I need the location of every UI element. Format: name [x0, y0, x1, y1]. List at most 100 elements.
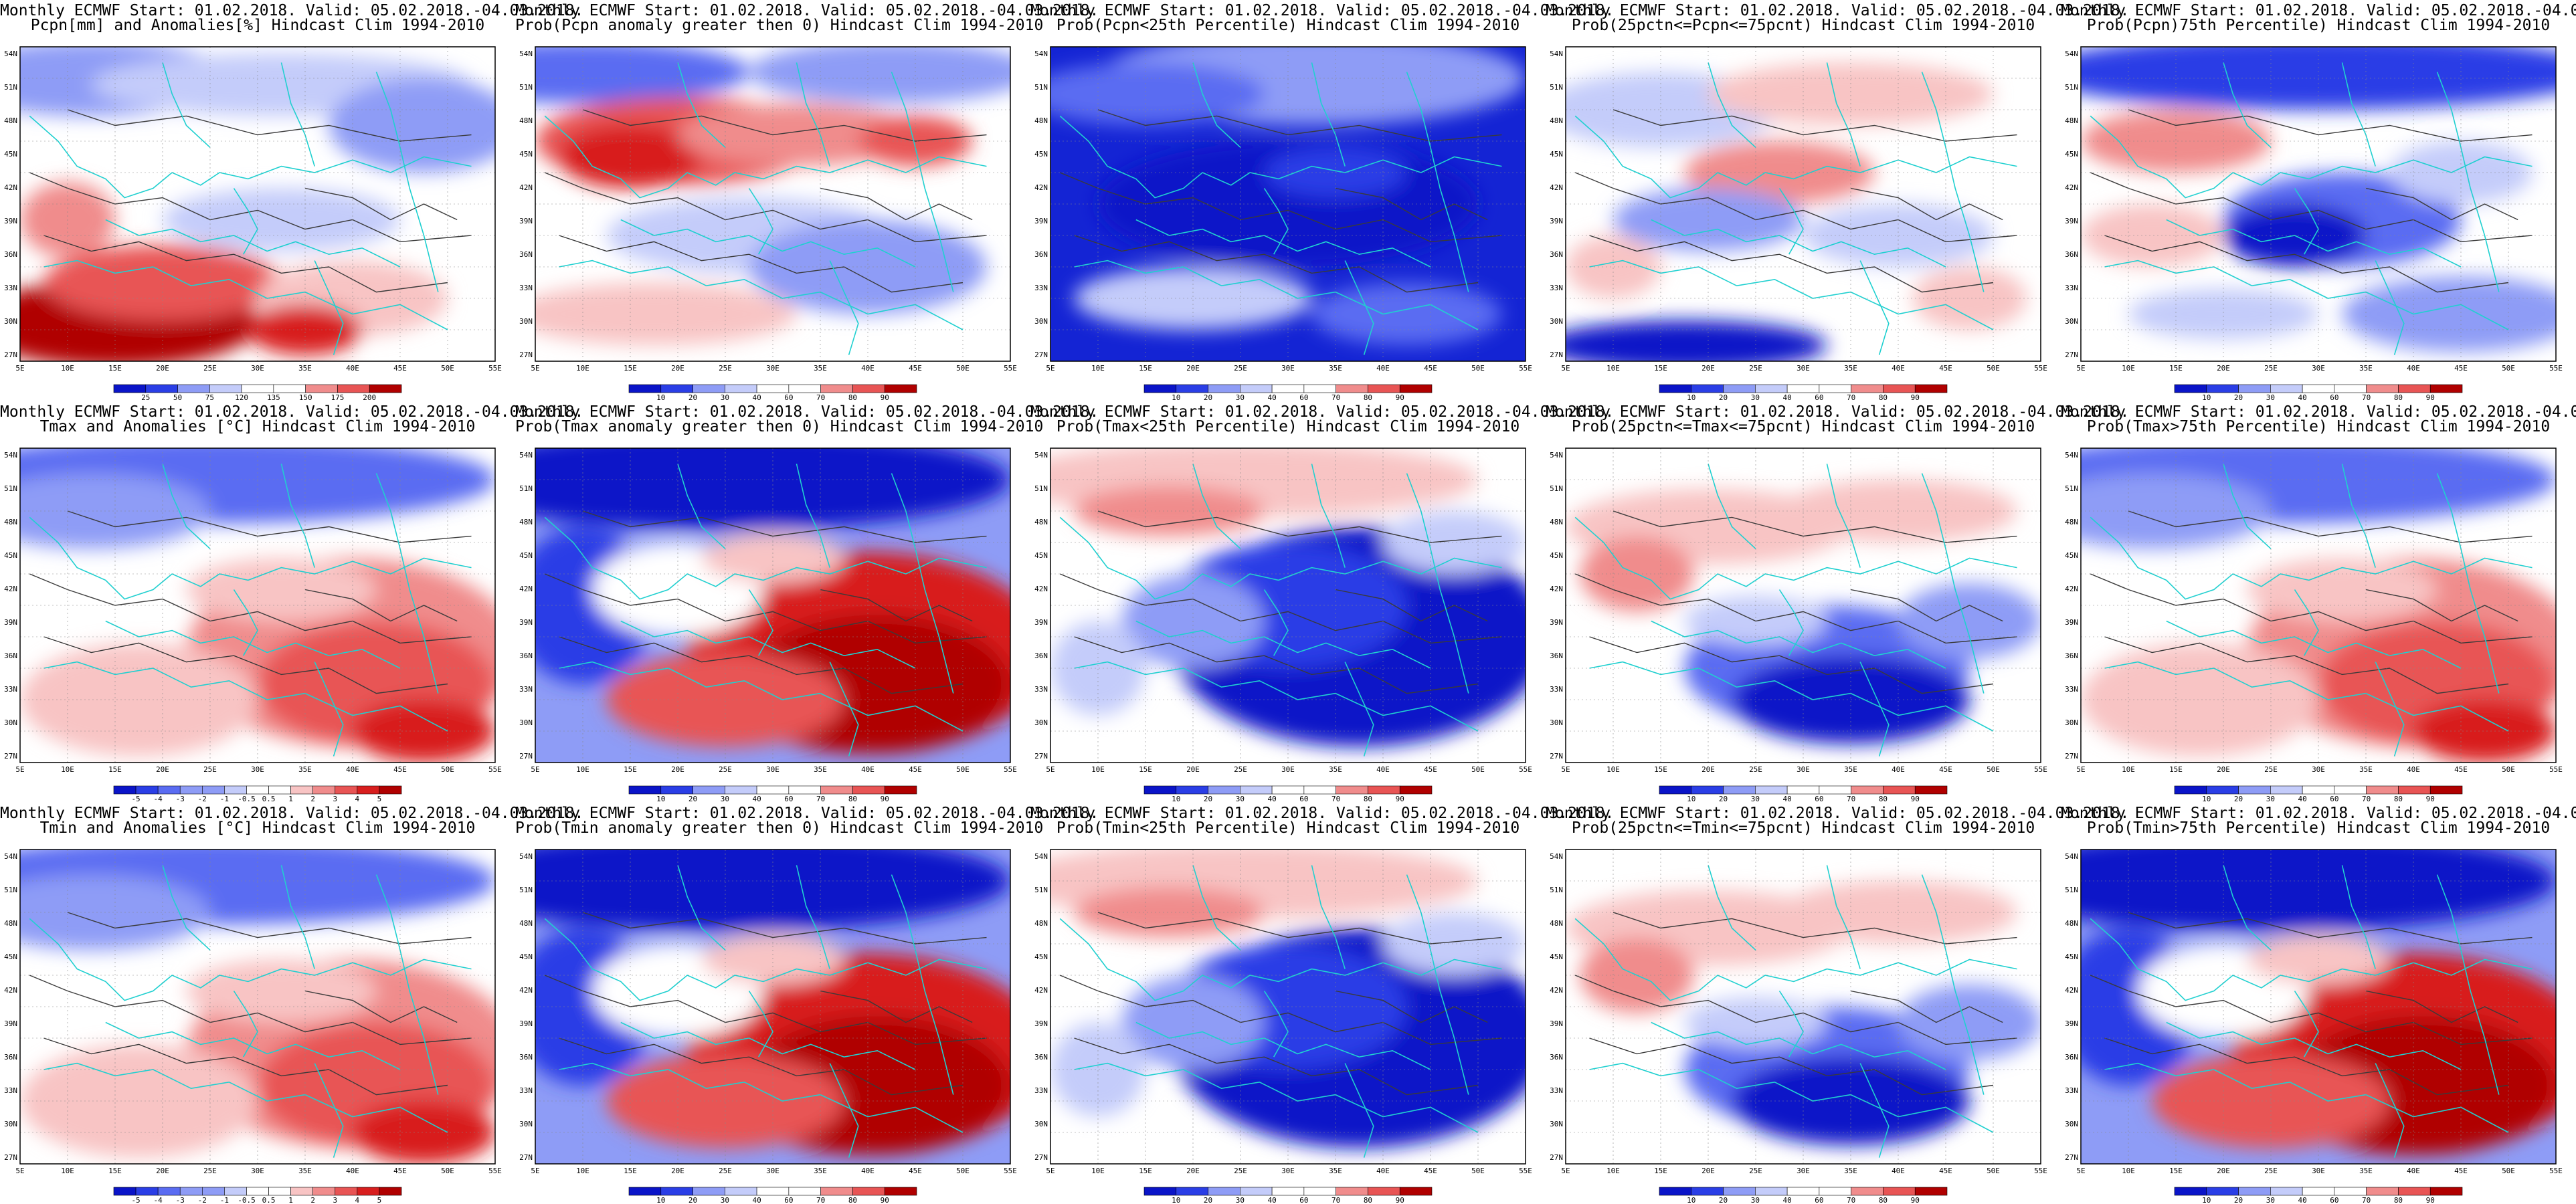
colorbar-segment	[179, 1187, 203, 1196]
colorbar: 10 20 30 40 60 70 80 90	[628, 1187, 917, 1204]
longitude-tick-label: 5E	[15, 765, 24, 774]
colorbar-tick-label: 40	[2298, 795, 2306, 803]
country-border-line	[1651, 620, 1946, 669]
colorbar-segment	[135, 785, 159, 795]
colorbar-tick-label: 70	[816, 795, 825, 803]
longitude-tick-label: 40E	[1376, 1167, 1390, 1175]
colorbar-tick-label: 2	[310, 1196, 315, 1204]
longitude-tick-label: 40E	[1376, 364, 1390, 373]
colorbar-segment	[660, 1187, 693, 1196]
colorbar-tick-label: -2	[198, 1196, 207, 1204]
colorbar-segment	[1368, 785, 1400, 795]
colorbar-segment	[1723, 384, 1756, 393]
contour-line	[29, 172, 472, 243]
latitude-tick-label: 33N	[1034, 284, 1048, 292]
latitude-tick-label: 48N	[1550, 919, 1563, 928]
longitude-tick-label: 10E	[1091, 765, 1105, 774]
colorbar-tick-label: 30	[2266, 1196, 2275, 1204]
colorbar-segment	[1659, 1187, 1692, 1196]
country-border-line	[2166, 620, 2462, 669]
country-border-line	[1574, 115, 2017, 199]
map-canvas: 54N 51N 48N 45N 42N 39N 36N 33N 30N 27N 5E 10E 15E 20…	[519, 46, 1017, 401]
colorbar: 10 20 30 40 60 70 80 90	[628, 384, 917, 401]
latitude-tick-label: 27N	[2065, 752, 2078, 761]
shaded-field-region	[701, 532, 844, 584]
shaded-field-region	[1311, 282, 1502, 346]
colorbar: 10 20 30 40 60 70 80 90	[2174, 384, 2463, 401]
colorbar-segment	[2334, 785, 2367, 795]
longitude-tick-label: 15E	[108, 364, 122, 373]
latitude-tick-label: 39N	[1550, 1019, 1563, 1028]
colorbar-tick-label: 1	[288, 795, 293, 803]
latitude-tick-label: 54N	[1550, 852, 1563, 861]
longitude-tick-label: 45E	[1939, 1167, 1952, 1175]
longitude-tick-label: 40E	[1892, 364, 1905, 373]
longitude-tick-label: 25E	[1749, 765, 1762, 774]
longitude-tick-label: 50E	[1987, 364, 2000, 373]
longitude-tick-label: 55E	[1519, 364, 1532, 373]
country-border-line	[43, 661, 448, 732]
longitude-tick-label: 35E	[814, 765, 827, 774]
latitude-tick-label: 51N	[519, 83, 533, 92]
longitude-tick-label: 5E	[531, 364, 539, 373]
longitude-tick-label: 30E	[1281, 1167, 1295, 1175]
colorbar: 10 20 30 40 60 70 80 90	[1143, 785, 1433, 803]
colorbar-tick-label: 80	[1364, 795, 1372, 803]
colorbar: 25 50 75 120 135 150 175 200	[113, 384, 402, 401]
longitude-tick-label: 15E	[1654, 765, 1667, 774]
shaded-field-region	[1050, 62, 1265, 126]
contour-line	[559, 235, 963, 293]
colorbar-tick-label: -0.5	[238, 1196, 256, 1204]
colorbar-segment	[1883, 384, 1916, 393]
colorbar-tick-label: 60	[2330, 1196, 2338, 1204]
longitude-tick-label: 20E	[1186, 1167, 1200, 1175]
map-canvas: 54N 51N 48N 45N 42N 39N 36N 33N 30N 27N 5E 10E 15E 20…	[1034, 46, 1532, 401]
contour-line	[2128, 510, 2533, 543]
contour-line	[1097, 510, 1502, 543]
country-border-line	[1826, 464, 1861, 568]
contour-line	[2365, 187, 2518, 221]
latitude-tick-label: 30N	[519, 1120, 533, 1128]
shaded-field-region	[2247, 934, 2390, 985]
latitude-tick-label: 54N	[2065, 49, 2078, 58]
contour-line	[1613, 109, 2017, 142]
colorbar-tick-label: 1	[288, 1196, 293, 1204]
shaded-field-region	[1074, 887, 1265, 938]
shaded-field-region	[1074, 267, 1312, 330]
longitude-tick-label: 55E	[488, 364, 502, 373]
colorbar-tick-label: 60	[1815, 795, 1823, 803]
colorbar-tick-label: 60	[784, 393, 793, 401]
colorbar-segment	[209, 384, 242, 393]
latitude-tick-label: 39N	[1034, 1019, 1048, 1028]
panel-precip-anomalies: Monthly ECMWF Start: 01.02.2018. Valid: …	[0, 0, 583, 401]
latitude-tick-label: 27N	[1034, 350, 1048, 359]
colorbar-segment	[1143, 1187, 1177, 1196]
longitude-tick-label: 45E	[393, 1167, 407, 1175]
contour-line	[2128, 912, 2533, 944]
longitude-tick-label: 50E	[2502, 765, 2515, 774]
longitude-tick-label: 50E	[441, 1167, 454, 1175]
colorbar-segment	[2206, 1187, 2239, 1196]
colorbar-tick-label: 4	[355, 795, 360, 803]
latitude-tick-label: 33N	[519, 284, 533, 292]
panel-prob-precip-25-75: Monthly ECMWF Start: 01.02.2018. Valid: …	[1546, 0, 2129, 401]
colorbar-tick-label: 10	[2202, 795, 2211, 803]
contour-line	[43, 636, 448, 694]
country-border-line	[43, 260, 448, 330]
longitude-tick-label: 55E	[2034, 1167, 2047, 1175]
longitude-tick-label: 5E	[1561, 765, 1570, 774]
country-border-line	[1263, 991, 1289, 1058]
country-border-line	[375, 473, 439, 694]
latitude-tick-label: 30N	[1550, 1120, 1563, 1128]
contour-line	[582, 109, 987, 142]
panel-title-line2: Prob(Tmax<25th Percentile) Hindcast Clim…	[1056, 418, 1520, 435]
colorbar-tick-label: -5	[131, 1196, 140, 1204]
colorbar: 10 20 30 40 60 70 80 90	[1143, 384, 1433, 401]
longitude-tick-label: 50E	[2502, 364, 2515, 373]
colorbar-segment	[1240, 1187, 1273, 1196]
country-border-line	[280, 62, 315, 167]
map-canvas: 54N 51N 48N 45N 42N 39N 36N 33N 30N 27N 5E 10E 15E 20…	[519, 447, 1017, 803]
colorbar-segment	[1240, 785, 1273, 795]
contour-line	[1335, 589, 1488, 622]
latitude-tick-label: 45N	[4, 150, 17, 159]
